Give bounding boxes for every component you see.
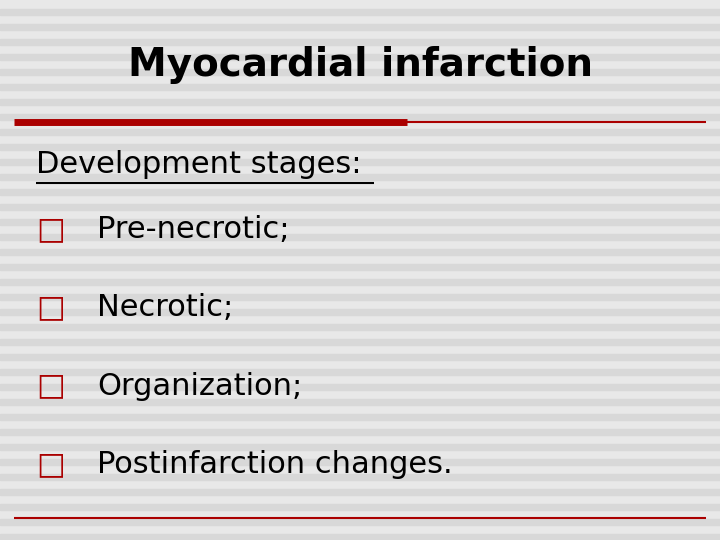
Bar bbox=[0, 234, 720, 240]
Bar bbox=[0, 159, 720, 165]
Text: Necrotic;: Necrotic; bbox=[97, 293, 233, 322]
Bar bbox=[0, 84, 720, 90]
Bar bbox=[0, 39, 720, 45]
Bar bbox=[0, 9, 720, 15]
Text: Myocardial infarction: Myocardial infarction bbox=[127, 46, 593, 84]
Text: Development stages:: Development stages: bbox=[36, 150, 361, 179]
Bar bbox=[0, 399, 720, 405]
Bar bbox=[0, 384, 720, 390]
Text: □: □ bbox=[36, 293, 65, 322]
Bar bbox=[0, 444, 720, 450]
Bar bbox=[0, 309, 720, 315]
Bar bbox=[0, 174, 720, 180]
Bar bbox=[0, 534, 720, 540]
Bar bbox=[0, 429, 720, 435]
Bar bbox=[0, 369, 720, 375]
Bar bbox=[0, 189, 720, 195]
Bar bbox=[0, 489, 720, 495]
Bar bbox=[0, 99, 720, 105]
Bar bbox=[0, 204, 720, 210]
Text: □: □ bbox=[36, 450, 65, 479]
Text: Pre-necrotic;: Pre-necrotic; bbox=[97, 215, 289, 244]
Bar bbox=[0, 264, 720, 270]
Bar bbox=[0, 129, 720, 135]
Text: □: □ bbox=[36, 215, 65, 244]
Text: □: □ bbox=[36, 372, 65, 401]
Bar bbox=[0, 144, 720, 150]
Text: Postinfarction changes.: Postinfarction changes. bbox=[97, 450, 453, 479]
Bar bbox=[0, 24, 720, 30]
Bar bbox=[0, 519, 720, 525]
Bar bbox=[0, 279, 720, 285]
Bar bbox=[0, 219, 720, 225]
Bar bbox=[0, 324, 720, 330]
Bar bbox=[0, 339, 720, 345]
Text: Organization;: Organization; bbox=[97, 372, 302, 401]
Bar bbox=[0, 459, 720, 465]
Bar bbox=[0, 69, 720, 75]
Bar bbox=[0, 249, 720, 255]
Bar bbox=[0, 54, 720, 60]
Bar bbox=[0, 354, 720, 360]
Bar bbox=[0, 474, 720, 480]
Bar bbox=[0, 294, 720, 300]
Bar bbox=[0, 114, 720, 120]
Bar bbox=[0, 414, 720, 420]
Bar bbox=[0, 504, 720, 510]
